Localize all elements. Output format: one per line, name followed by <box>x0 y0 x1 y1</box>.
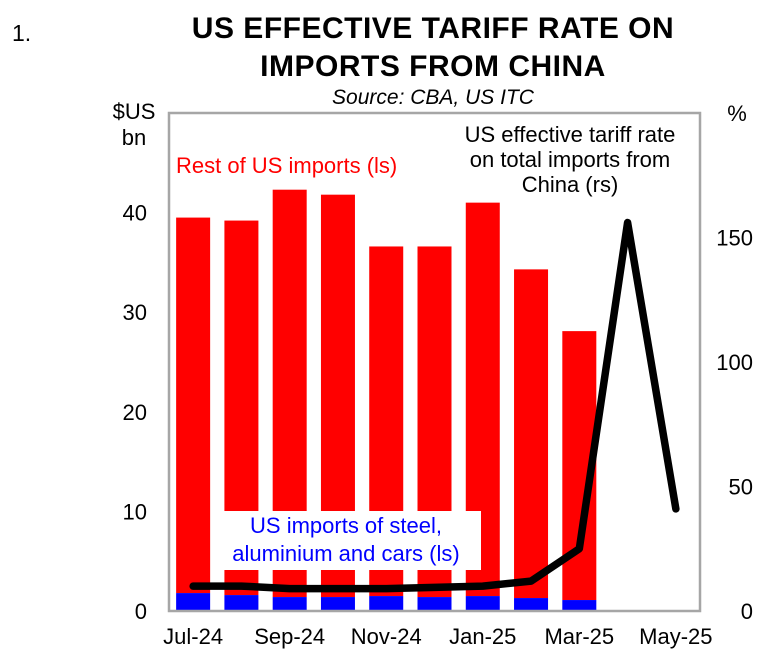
left-axis-tick-label: 20 <box>123 400 147 425</box>
right-axis-tick-label: 150 <box>716 226 753 251</box>
chart-title: US EFFECTIVE TARIFF RATE ON IMPORTS FROM… <box>103 10 763 86</box>
bar-steel-aluminium-cars <box>176 593 211 611</box>
bar-steel-aluminium-cars <box>417 597 452 611</box>
bar-steel-aluminium-cars <box>224 595 259 611</box>
bar-steel-aluminium-cars <box>562 600 597 611</box>
right-axis-unit-label: % <box>727 101 747 126</box>
x-axis-tick-label: May-25 <box>639 624 712 649</box>
bar-steel-aluminium-cars <box>320 597 355 611</box>
x-axis-tick-label: Mar-25 <box>544 624 614 649</box>
chart-title-line1: US EFFECTIVE TARIFF RATE ON <box>191 12 675 45</box>
left-axis-tick-label: 30 <box>123 300 147 325</box>
x-axis-tick-label: Nov-24 <box>351 624 422 649</box>
figure-number: 1. <box>12 20 32 46</box>
bar-rest-of-imports <box>514 269 549 599</box>
tariff-rate-line <box>189 218 680 593</box>
left-axis-unit-label: $US bn <box>112 99 156 150</box>
right-axis-tick-label: 0 <box>741 599 753 624</box>
left-axis-tick-label: 0 <box>135 599 147 624</box>
plot-border <box>167 111 702 613</box>
x-axis-tick-label: Jan-25 <box>449 624 516 649</box>
left-axis-tick-label: 40 <box>123 201 147 226</box>
chart-subtitle: Source: CBA, US ITC <box>332 86 534 109</box>
bar-steel-aluminium-cars <box>465 596 500 611</box>
legend-tariff-rate: US effective tariff rate on total import… <box>464 122 676 197</box>
x-axis-tick-label: Jul-24 <box>163 624 223 649</box>
bar-rest-of-imports <box>176 217 211 594</box>
bar-steel-aluminium-cars <box>272 597 307 611</box>
legend-rest-of-imports: Rest of US imports (ls) <box>176 153 398 178</box>
bar-steel-aluminium-cars <box>369 596 404 611</box>
right-axis-tick-label: 100 <box>716 350 753 375</box>
left-axis-tick-label: 10 <box>123 499 147 524</box>
legend-steel-imports: US imports of steel, aluminium and cars … <box>211 511 481 570</box>
chart-title-line2: IMPORTS FROM CHINA <box>260 50 606 83</box>
right-axis-tick-label: 50 <box>729 475 753 500</box>
x-axis-tick-label: Sep-24 <box>254 624 325 649</box>
bar-steel-aluminium-cars <box>514 598 549 611</box>
